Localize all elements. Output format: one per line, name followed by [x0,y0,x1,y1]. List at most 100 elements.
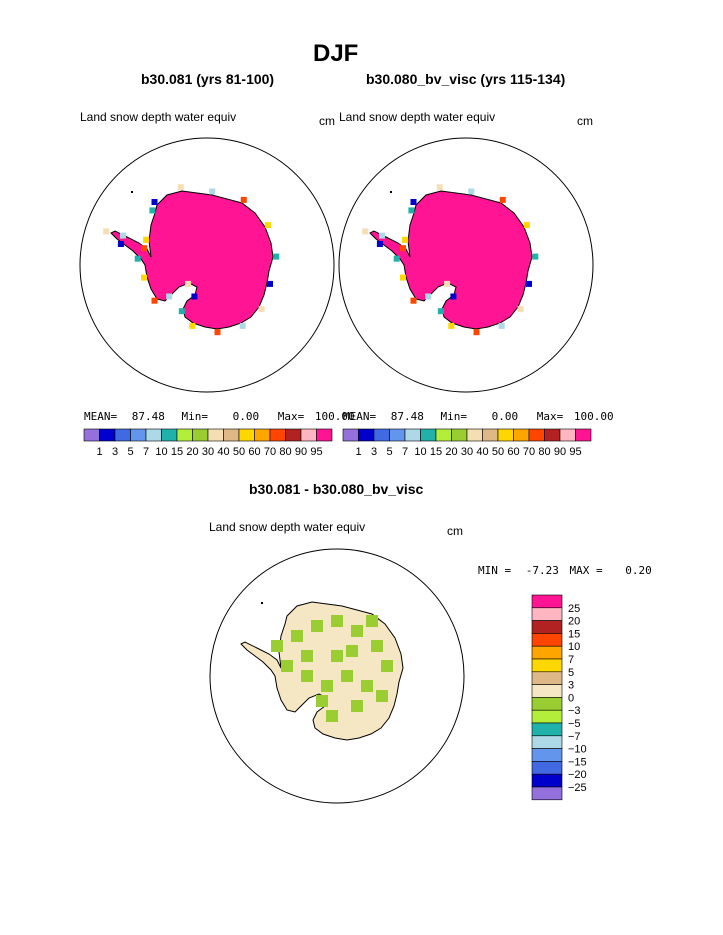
left-map-coast-cell [267,280,273,287]
diff-colorbar-tick-label: 7 [568,654,574,666]
diff-map-cell [271,640,283,652]
right-colorbar-tick-label: 1 [355,446,361,458]
left-map-coast-cell [177,184,184,191]
diff-colorbar-swatch [531,607,563,621]
diff-colorbar-swatch [531,722,563,737]
diff-map-cell [346,645,358,657]
left-colorbar-swatch [238,428,255,442]
right-colorbar-swatch [559,428,576,442]
left-mean-value: 87.48 [131,410,165,423]
diff-colorbar-swatch [531,684,563,698]
diff-colorbar-swatch [531,658,563,673]
right-map-antarctica [369,190,533,330]
diff-colorbar-swatch [531,735,563,749]
right-colorbar-swatch [358,428,375,442]
diff-min-value: -7.23 [525,564,559,577]
right-panel-subtitle: b30.080_bv_visc (yrs 115-134) [366,71,566,87]
diff-map-cell [321,680,333,692]
left-map-coast-cell [273,253,280,260]
diff-colorbar-tick-label: −20 [568,769,587,781]
right-colorbar-tick-label: 80 [538,446,550,458]
diff-map-cell [366,615,378,627]
left-colorbar-tick-label: 10 [155,446,167,458]
right-colorbar-tick-label: 7 [402,446,408,458]
left-colorbar-tick-label: 90 [295,446,307,458]
right-colorbar-swatch [373,428,390,442]
right-colorbar-tick-label: 60 [507,446,519,458]
right-map-coast-cell [408,207,415,214]
right-colorbar-tick-label: 70 [523,446,535,458]
right-map-coast-cell [410,199,417,205]
left-map-coast-cell [166,293,173,300]
diff-colorbar-tick-label: 15 [568,628,580,640]
diff-colorbar-tick-label: −15 [568,756,587,768]
left-colorbar-swatch [254,428,271,442]
diff-colorbar-tick-label: −7 [568,731,581,743]
diff-colorbar-tick-label: 20 [568,616,580,628]
right-colorbar-swatch [513,428,530,442]
right-mean-label: MEAN= [343,410,377,423]
right-colorbar-tick-label: 30 [461,446,473,458]
right-map-coast-cell [523,222,530,229]
right-colorbar-swatch [342,428,359,442]
left-colorbar-tick-label: 40 [217,446,229,458]
right-map-coast-cell [402,236,409,243]
left-map-coast-cell [239,322,246,329]
right-map-coast-cell [468,188,475,195]
left-colorbar-swatch [316,428,333,442]
right-map-coast-cell [436,184,443,191]
diff-map-cell [291,630,303,642]
diff-colorbar-swatch [531,748,563,762]
right-map-coast-cell [400,274,406,281]
diff-colorbar-swatch [531,697,563,711]
left-colorbar-tick-label: 60 [248,446,260,458]
right-colorbar-swatch [389,428,406,442]
diff-min-label: MIN = [478,564,512,577]
right-colorbar-tick-label: 40 [476,446,488,458]
right-map-coast-cell [499,196,506,203]
right-colorbar-tick-label: 90 [554,446,566,458]
left-map-coast-cell [151,297,158,304]
right-min-value: 0.00 [491,410,519,423]
left-units-label: cm [319,114,335,128]
diff-colorbar-swatch [531,709,563,724]
left-map-coast-cell [264,222,271,229]
diff-colorbar-swatch [531,645,563,660]
right-map-coast-cell [362,228,369,235]
right-map-coast-cell [526,280,532,287]
right-mean-value: 87.48 [390,410,424,423]
left-map-coast-cell [258,306,265,313]
diff-panel-subtitle: b30.081 - b30.080_bv_visc [249,481,424,497]
page-title: DJF [313,40,359,67]
diff-field-label: Land snow depth water equiv [209,520,366,534]
left-stats: MEAN= 87.48 Min= 0.00 Max= 100.00 [84,410,355,423]
right-map-coast-cell [498,322,505,329]
left-map-antarctica [110,190,274,330]
right-map-island [390,191,392,193]
diff-map-cell [326,710,338,722]
diff-map-cell [301,650,313,662]
left-colorbar-tick-label: 20 [186,446,198,458]
diff-colorbar-tick-label: 10 [568,641,580,653]
diff-map-cell [316,695,328,707]
diff-colorbar-swatch [531,594,563,609]
right-colorbar-tick-label: 10 [414,446,426,458]
left-map-coast-cell [103,228,110,235]
diff-map-cell [301,670,313,682]
left-colorbar-tick-label: 70 [264,446,276,458]
right-map-coast-cell [450,293,457,300]
diff-map-cell [361,680,373,692]
left-map-coast-cell [141,274,147,281]
right-map-coast-cell [376,241,383,247]
diff-map-cell [341,670,353,682]
right-colorbar-swatch [544,428,561,442]
right-map-coast-cell [410,297,417,304]
left-colorbar-tick-label: 80 [279,446,291,458]
left-colorbar-tick-label: 5 [127,446,133,458]
right-colorbar-swatch [528,428,545,442]
diff-map-cell [311,620,323,632]
left-colorbar-tick-label: 30 [202,446,214,458]
diff-max-value: 0.20 [625,564,652,577]
left-colorbar-swatch [83,428,100,442]
right-colorbar-swatch [575,428,592,442]
